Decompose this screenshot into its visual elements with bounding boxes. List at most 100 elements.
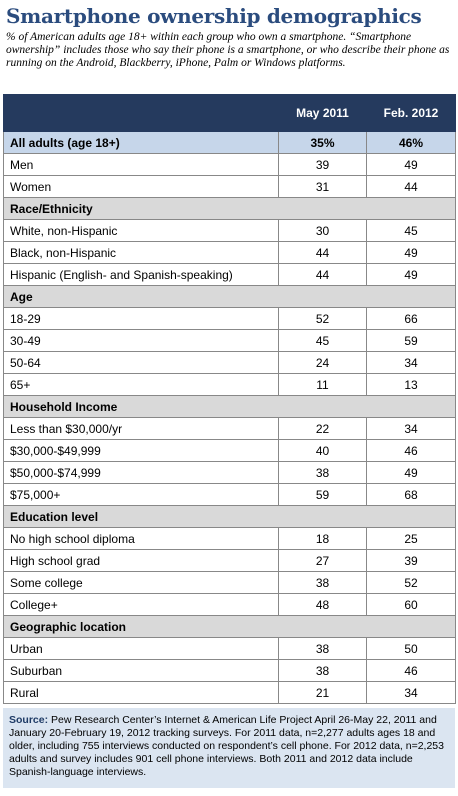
label-cell: All adults (age 18+) bbox=[3, 131, 279, 154]
value-cell: 38 bbox=[278, 637, 367, 660]
value-cell: 39 bbox=[278, 153, 367, 176]
value-cell: 59 bbox=[278, 483, 367, 506]
section-title: Race/Ethnicity bbox=[3, 197, 456, 220]
value-cell: 34 bbox=[366, 681, 456, 704]
table-row: Women 31 44 bbox=[3, 175, 456, 198]
value-cell: 34 bbox=[366, 417, 456, 440]
title: Smartphone ownership demographics bbox=[6, 4, 422, 28]
header-cell bbox=[3, 94, 279, 132]
table-row: $75,000+ 59 68 bbox=[3, 483, 456, 506]
label-cell: Men bbox=[3, 153, 279, 176]
table-row: Black, non-Hispanic 44 49 bbox=[3, 241, 456, 264]
value-cell: 45 bbox=[366, 219, 456, 242]
section-row: Race/Ethnicity bbox=[3, 197, 456, 220]
label-cell: $75,000+ bbox=[3, 483, 279, 506]
header-cell: Feb. 2012 bbox=[366, 94, 456, 132]
value-cell: 30 bbox=[278, 219, 367, 242]
value-cell: 22 bbox=[278, 417, 367, 440]
value-cell: 46% bbox=[366, 131, 456, 154]
label-cell: 50-64 bbox=[3, 351, 279, 374]
table-row: White, non-Hispanic 30 45 bbox=[3, 219, 456, 242]
section-title: Education level bbox=[3, 505, 456, 528]
header-row: May 2011 Feb. 2012 bbox=[3, 94, 456, 132]
table-row: All adults (age 18+) 35% 46% bbox=[3, 131, 456, 154]
label-cell: White, non-Hispanic bbox=[3, 219, 279, 242]
value-cell: 50 bbox=[366, 637, 456, 660]
label-cell: Black, non-Hispanic bbox=[3, 241, 279, 264]
value-cell: 49 bbox=[366, 241, 456, 264]
label-cell: No high school diploma bbox=[3, 527, 279, 550]
section-title: Household Income bbox=[3, 395, 456, 418]
table-row: Less than $30,000/yr 22 34 bbox=[3, 417, 456, 440]
table-row: Men 39 49 bbox=[3, 153, 456, 176]
table-row: Suburban 38 46 bbox=[3, 659, 456, 682]
label-cell: Less than $30,000/yr bbox=[3, 417, 279, 440]
value-cell: 35% bbox=[278, 131, 367, 154]
value-cell: 39 bbox=[366, 549, 456, 572]
table-row: No high school diploma 18 25 bbox=[3, 527, 456, 550]
label-cell: 65+ bbox=[3, 373, 279, 396]
table-row: College+ 48 60 bbox=[3, 593, 456, 616]
value-cell: 52 bbox=[366, 571, 456, 594]
value-cell: 46 bbox=[366, 659, 456, 682]
section-row: Geographic location bbox=[3, 615, 456, 638]
value-cell: 11 bbox=[278, 373, 367, 396]
label-cell: Suburban bbox=[3, 659, 279, 682]
table-row: $50,000-$74,999 38 49 bbox=[3, 461, 456, 484]
label-cell: 18-29 bbox=[3, 307, 279, 330]
label-cell: High school grad bbox=[3, 549, 279, 572]
section-row: Age bbox=[3, 285, 456, 308]
value-cell: 49 bbox=[366, 461, 456, 484]
value-cell: 18 bbox=[278, 527, 367, 550]
subtitle: % of American adults age 18+ within each… bbox=[6, 31, 450, 69]
table-row: 50-64 24 34 bbox=[3, 351, 456, 374]
value-cell: 25 bbox=[366, 527, 456, 550]
page: Smartphone ownership demographics % of A… bbox=[0, 4, 458, 796]
value-cell: 44 bbox=[278, 263, 367, 286]
value-cell: 38 bbox=[278, 571, 367, 594]
value-cell: 60 bbox=[366, 593, 456, 616]
label-cell: Women bbox=[3, 175, 279, 198]
label-cell: College+ bbox=[3, 593, 279, 616]
table-row: Hispanic (English- and Spanish-speaking)… bbox=[3, 263, 456, 286]
value-cell: 27 bbox=[278, 549, 367, 572]
value-cell: 52 bbox=[278, 307, 367, 330]
section-row: Household Income bbox=[3, 395, 456, 418]
value-cell: 44 bbox=[278, 241, 367, 264]
value-cell: 49 bbox=[366, 263, 456, 286]
table-body: All adults (age 18+) 35% 46% Men 39 49 Women 31… bbox=[3, 131, 456, 704]
section-row: Education level bbox=[3, 505, 456, 528]
table-row: Some college 38 52 bbox=[3, 571, 456, 594]
value-cell: 45 bbox=[278, 329, 367, 352]
value-cell: 66 bbox=[366, 307, 456, 330]
value-cell: 44 bbox=[366, 175, 456, 198]
data-table: May 2011 Feb. 2012 All adults (age 18+) 35… bbox=[3, 94, 456, 704]
label-cell: Some college bbox=[3, 571, 279, 594]
table-row: $30,000-$49,999 40 46 bbox=[3, 439, 456, 462]
label-cell: 30-49 bbox=[3, 329, 279, 352]
value-cell: 40 bbox=[278, 439, 367, 462]
table-row: 65+ 11 13 bbox=[3, 373, 456, 396]
value-cell: 13 bbox=[366, 373, 456, 396]
value-cell: 59 bbox=[366, 329, 456, 352]
table-row: 30-49 45 59 bbox=[3, 329, 456, 352]
label-cell: Rural bbox=[3, 681, 279, 704]
section-title: Age bbox=[3, 285, 456, 308]
value-cell: 49 bbox=[366, 153, 456, 176]
value-cell: 38 bbox=[278, 659, 367, 682]
source-label: Source: bbox=[9, 714, 49, 726]
value-cell: 46 bbox=[366, 439, 456, 462]
label-cell: Hispanic (English- and Spanish-speaking) bbox=[3, 263, 279, 286]
source-text: Pew Research Center’s Internet & America… bbox=[9, 714, 444, 778]
table-row: Rural 21 34 bbox=[3, 681, 456, 704]
section-title: Geographic location bbox=[3, 615, 456, 638]
value-cell: 34 bbox=[366, 351, 456, 374]
footer: Source: Pew Research Center’s Internet &… bbox=[3, 708, 455, 788]
table-row: 18-29 52 66 bbox=[3, 307, 456, 330]
label-cell: $30,000-$49,999 bbox=[3, 439, 279, 462]
value-cell: 38 bbox=[278, 461, 367, 484]
table-row: High school grad 27 39 bbox=[3, 549, 456, 572]
value-cell: 21 bbox=[278, 681, 367, 704]
header-cell: May 2011 bbox=[278, 94, 367, 132]
label-cell: $50,000-$74,999 bbox=[3, 461, 279, 484]
